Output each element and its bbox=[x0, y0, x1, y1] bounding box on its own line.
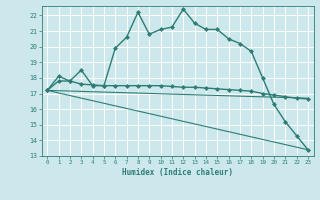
X-axis label: Humidex (Indice chaleur): Humidex (Indice chaleur) bbox=[122, 168, 233, 177]
